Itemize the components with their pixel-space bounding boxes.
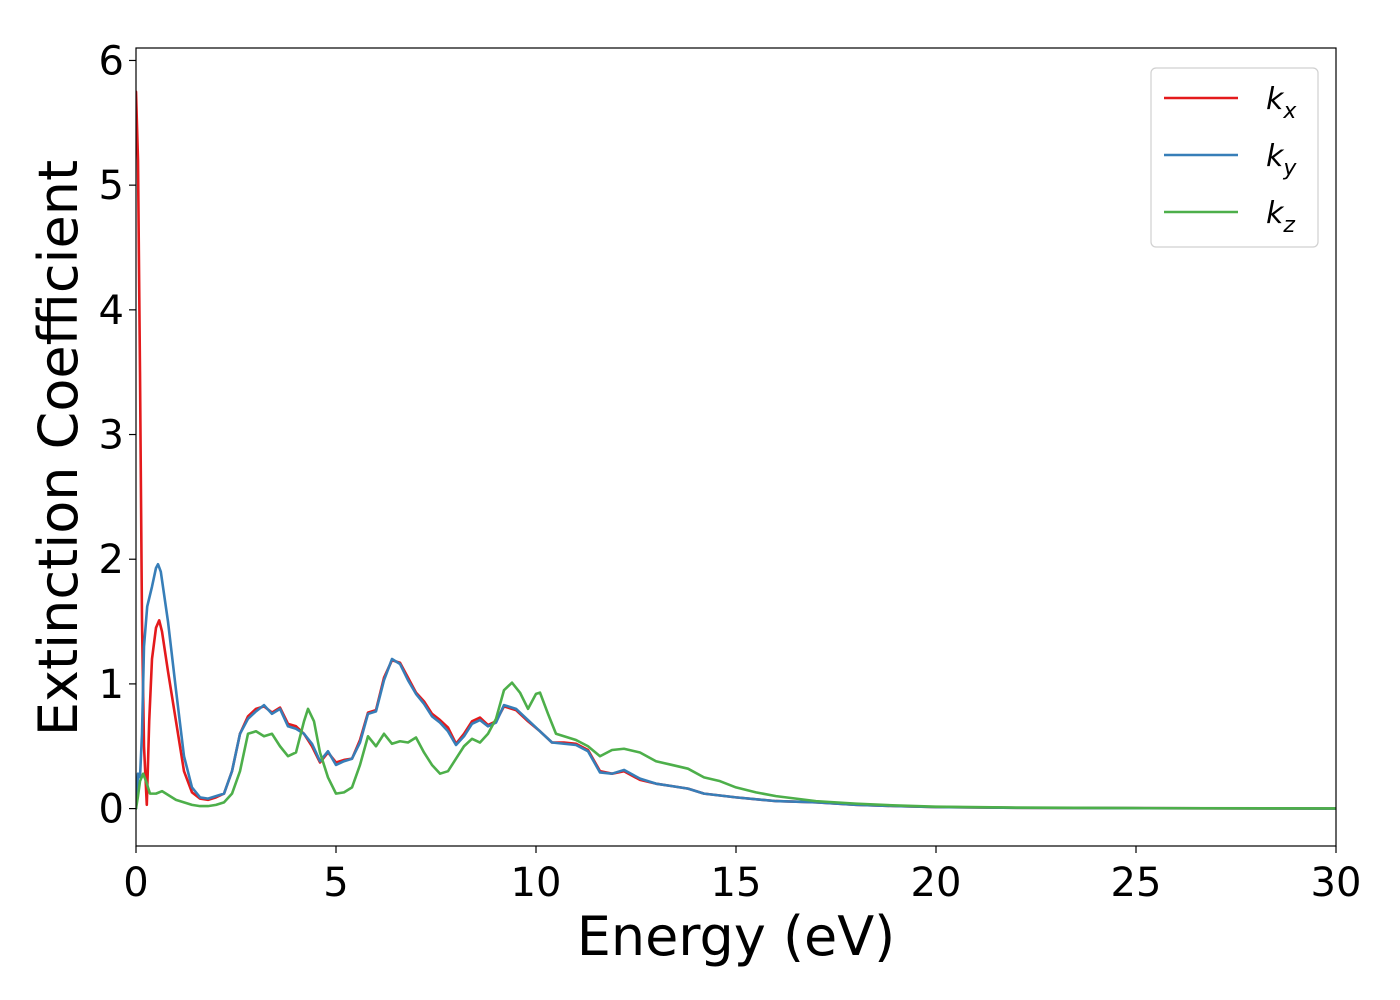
series-line-kz	[136, 681, 1336, 810]
legend-label-ky: ky	[1266, 139, 1297, 181]
y-tick-label: 4	[99, 288, 124, 334]
x-tick-label: 10	[511, 860, 562, 906]
y-tick-label: 1	[99, 662, 124, 708]
y-axis-label: Extinction Coefficient	[27, 160, 90, 736]
y-tick-label: 3	[99, 413, 124, 459]
legend-label-kz: kz	[1266, 196, 1295, 238]
x-tick-label: 20	[911, 860, 962, 906]
y-tick-label: 2	[99, 537, 124, 583]
plot-lines	[136, 90, 1336, 810]
x-tick-label: 0	[123, 860, 148, 906]
ticks: 0 5 10 15 20 25 30 0 1 2 3 4 5 6	[99, 38, 1362, 906]
y-tick-label: 6	[99, 38, 124, 84]
legend-label-kx: kx	[1266, 82, 1297, 124]
legend: kx ky kz	[1150, 67, 1319, 248]
x-tick-label: 15	[711, 860, 762, 906]
y-tick-label: 0	[99, 787, 124, 833]
x-tick-label: 5	[323, 860, 348, 906]
series-line-ky	[136, 562, 1336, 810]
legend-box	[1150, 67, 1319, 248]
x-axis-label: Energy (eV)	[577, 905, 896, 968]
x-tick-label: 25	[1111, 860, 1162, 906]
y-tick-label: 5	[99, 163, 124, 209]
x-tick-label: 30	[1311, 860, 1362, 906]
